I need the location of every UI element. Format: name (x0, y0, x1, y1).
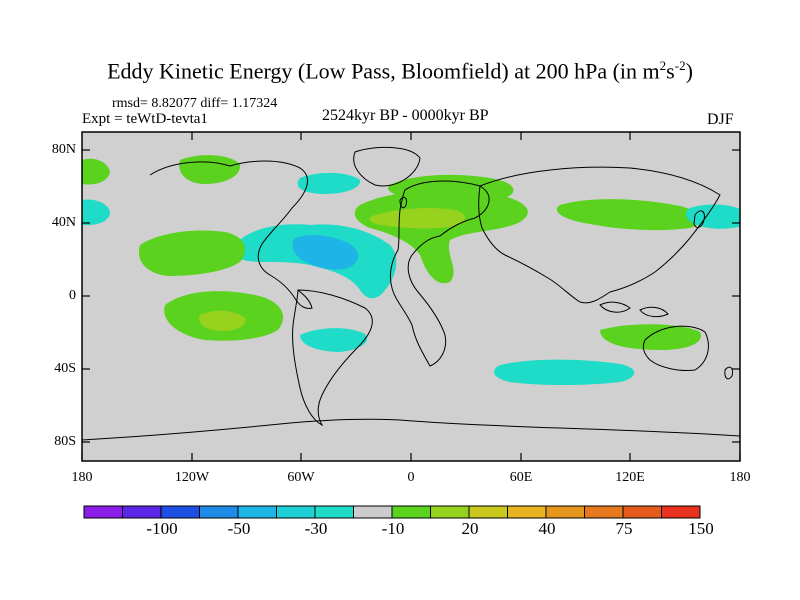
x-tick-label: 180 (71, 470, 93, 485)
experiment-label: Expt = teWtD-tevta1 (82, 111, 208, 127)
colorbar-swatch (468, 505, 508, 519)
tick-marks (81, 132, 741, 461)
field-positive-arctic (388, 174, 514, 202)
colorbar-label: 150 (688, 519, 714, 538)
x-tick-label: 60E (509, 470, 533, 485)
y-tick-label: 40S (54, 361, 76, 376)
colorbar-swatch (199, 505, 239, 519)
stats-label: rmsd= 8.82077 diff= 1.17324 (112, 96, 278, 111)
field-negative-npac-west (82, 199, 110, 226)
y-tick-label: 80N (51, 142, 76, 157)
colorbar-label: 75 (615, 519, 633, 538)
colorbar-label: 20 (461, 519, 479, 538)
colorbar-label: -30 (304, 519, 328, 538)
colorbar-label: -50 (227, 519, 251, 538)
colorbar-swatch (391, 505, 431, 519)
field-negative-satl (300, 328, 368, 352)
y-tick-label: 40N (51, 215, 76, 230)
colorbar-swatch (122, 505, 162, 519)
field-negative-atlantic-core (292, 235, 359, 270)
x-tick-label: 180 (729, 470, 751, 485)
field-positive-spac-core (199, 310, 246, 332)
x-tick-label: 0 (407, 470, 415, 485)
y-tick-label: 0 (69, 288, 76, 303)
colorbar-swatch (160, 505, 200, 519)
field-negative-sind (494, 359, 635, 385)
colorbar (83, 505, 701, 519)
period-label: 2524kyr BP - 0000kyr BP (322, 107, 489, 124)
colorbar-swatch (661, 505, 701, 519)
colorbar-swatch (545, 505, 585, 519)
season-label: DJF (707, 111, 734, 128)
colorbar-label: 40 (538, 519, 556, 538)
colorbar-swatch (430, 505, 470, 519)
colorbar-swatch (83, 505, 123, 519)
colorbar-swatch (622, 505, 662, 519)
field-positive-med-core (369, 207, 466, 229)
field-positive-na (138, 230, 245, 276)
x-tick-label: 60W (287, 470, 315, 485)
colorbar-swatch (584, 505, 624, 519)
colorbar-swatch (276, 505, 316, 519)
colorbar-swatch (237, 505, 277, 519)
plot-title: Eddy Kinetic Energy (Low Pass, Bloomfiel… (107, 58, 693, 84)
x-tick-label: 120E (615, 470, 645, 485)
contour-fields (82, 155, 740, 385)
colorbar-label: -10 (381, 519, 405, 538)
colorbar-label: -100 (146, 519, 178, 538)
colorbar-swatch (353, 505, 393, 519)
x-tick-label: 120W (174, 470, 210, 485)
field-positive-sind (600, 324, 701, 350)
colorbar-swatch (314, 505, 354, 519)
y-tick-label: 80S (54, 434, 76, 449)
colorbar-swatch (507, 505, 547, 519)
field-positive-asia (556, 199, 702, 231)
coastlines (82, 146, 740, 441)
field-negative-canada (297, 172, 361, 194)
field-positive-npac-west (82, 158, 110, 185)
